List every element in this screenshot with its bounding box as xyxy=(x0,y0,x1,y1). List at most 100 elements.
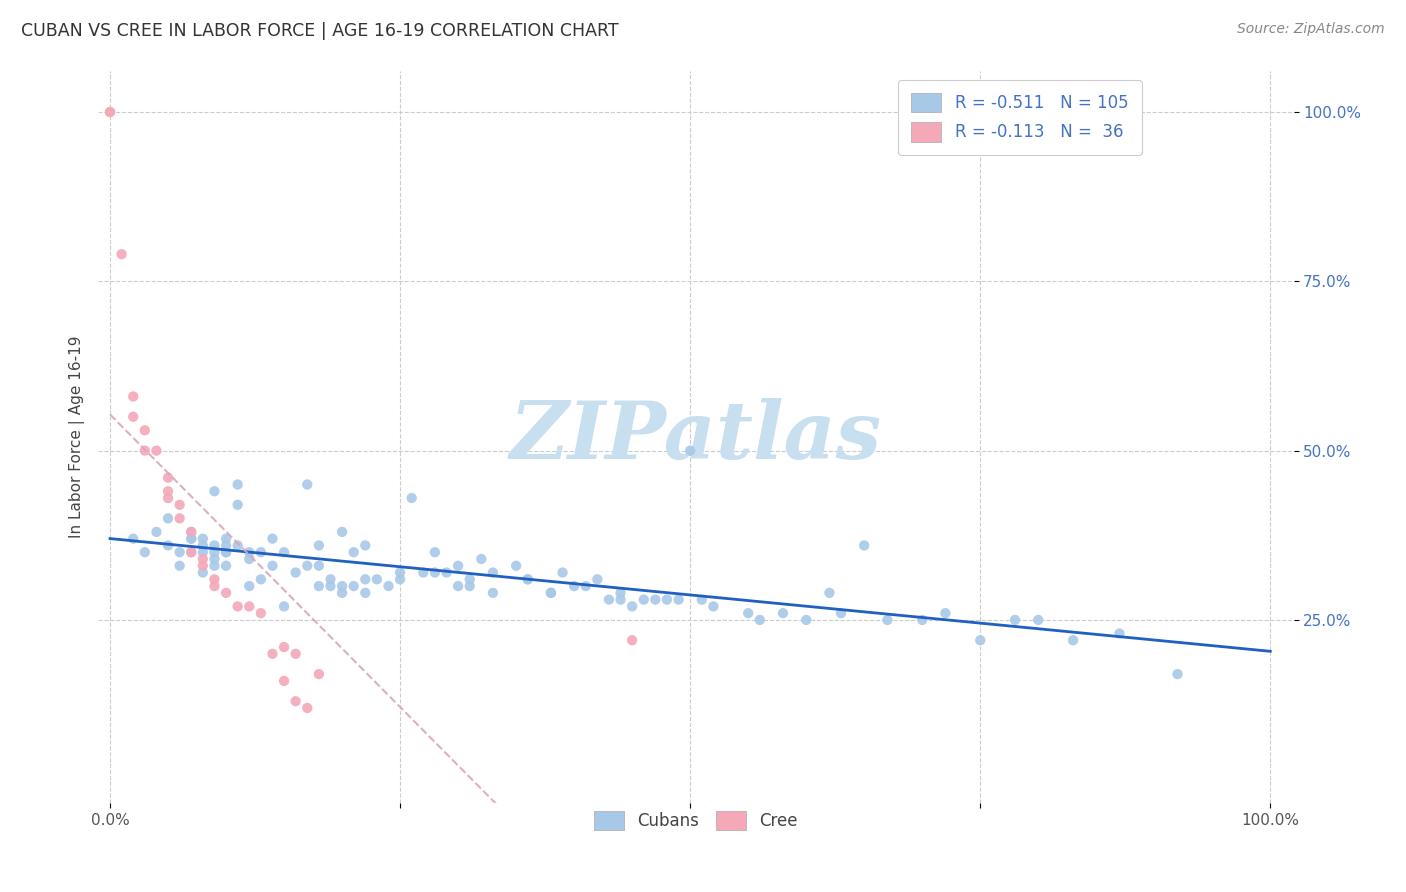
Point xyxy=(284,647,307,661)
Point xyxy=(215,586,238,600)
Point xyxy=(343,579,366,593)
Point xyxy=(215,545,238,559)
Point xyxy=(377,579,399,593)
Point xyxy=(458,572,481,586)
Point xyxy=(191,552,214,566)
Point xyxy=(262,532,284,546)
Point xyxy=(319,572,342,586)
Point xyxy=(180,524,202,539)
Point xyxy=(447,558,470,573)
Point xyxy=(655,592,678,607)
Point xyxy=(215,532,238,546)
Point xyxy=(226,599,249,614)
Point xyxy=(330,524,353,539)
Point xyxy=(668,592,690,607)
Point xyxy=(458,579,481,593)
Point xyxy=(772,606,794,620)
Point xyxy=(737,606,759,620)
Point xyxy=(169,545,191,559)
Point xyxy=(226,498,249,512)
Point xyxy=(551,566,574,580)
Point xyxy=(516,572,538,586)
Point xyxy=(204,572,226,586)
Point xyxy=(169,558,191,573)
Point xyxy=(354,538,377,552)
Point xyxy=(122,532,145,546)
Point xyxy=(482,566,505,580)
Point xyxy=(238,545,260,559)
Point xyxy=(262,647,284,661)
Point xyxy=(134,545,156,559)
Point xyxy=(204,538,226,552)
Point xyxy=(145,443,167,458)
Point xyxy=(354,572,377,586)
Point xyxy=(1108,626,1130,640)
Point xyxy=(157,491,180,505)
Point xyxy=(157,538,180,552)
Point xyxy=(145,524,167,539)
Point xyxy=(621,599,644,614)
Point xyxy=(748,613,770,627)
Point xyxy=(308,538,330,552)
Point xyxy=(134,423,156,437)
Point xyxy=(436,566,458,580)
Point xyxy=(191,558,214,573)
Point xyxy=(238,599,260,614)
Point xyxy=(586,572,609,586)
Point xyxy=(1004,613,1026,627)
Point xyxy=(157,471,180,485)
Point xyxy=(366,572,388,586)
Point xyxy=(354,586,377,600)
Point xyxy=(204,552,226,566)
Point xyxy=(319,579,342,593)
Point xyxy=(215,545,238,559)
Point xyxy=(134,443,156,458)
Point xyxy=(98,105,121,120)
Point xyxy=(98,105,121,120)
Point xyxy=(180,532,202,546)
Point xyxy=(204,579,226,593)
Point xyxy=(470,552,492,566)
Point xyxy=(389,566,412,580)
Point xyxy=(180,545,202,559)
Point xyxy=(505,558,527,573)
Point xyxy=(679,443,702,458)
Point xyxy=(204,558,226,573)
Point xyxy=(157,484,180,499)
Point xyxy=(191,566,214,580)
Point xyxy=(297,701,319,715)
Point xyxy=(262,558,284,573)
Point xyxy=(238,579,260,593)
Point xyxy=(853,538,876,552)
Point xyxy=(215,538,238,552)
Point xyxy=(297,477,319,491)
Point xyxy=(273,599,295,614)
Y-axis label: In Labor Force | Age 16-19: In Labor Force | Age 16-19 xyxy=(69,335,84,539)
Point xyxy=(447,579,470,593)
Point xyxy=(191,532,214,546)
Point xyxy=(1166,667,1188,681)
Point xyxy=(621,633,644,648)
Point xyxy=(180,524,202,539)
Point xyxy=(204,545,226,559)
Point xyxy=(180,532,202,546)
Point xyxy=(412,566,434,580)
Point xyxy=(1062,633,1084,648)
Text: ZIPatlas: ZIPatlas xyxy=(510,399,882,475)
Point xyxy=(690,592,713,607)
Point xyxy=(169,498,191,512)
Point xyxy=(273,640,295,654)
Point xyxy=(250,572,273,586)
Point xyxy=(284,566,307,580)
Point xyxy=(308,667,330,681)
Point xyxy=(876,613,898,627)
Point xyxy=(609,592,631,607)
Point xyxy=(540,586,562,600)
Text: Source: ZipAtlas.com: Source: ZipAtlas.com xyxy=(1237,22,1385,37)
Point xyxy=(215,558,238,573)
Point xyxy=(423,545,446,559)
Point xyxy=(226,538,249,552)
Point xyxy=(598,592,620,607)
Point xyxy=(250,606,273,620)
Point xyxy=(343,545,366,559)
